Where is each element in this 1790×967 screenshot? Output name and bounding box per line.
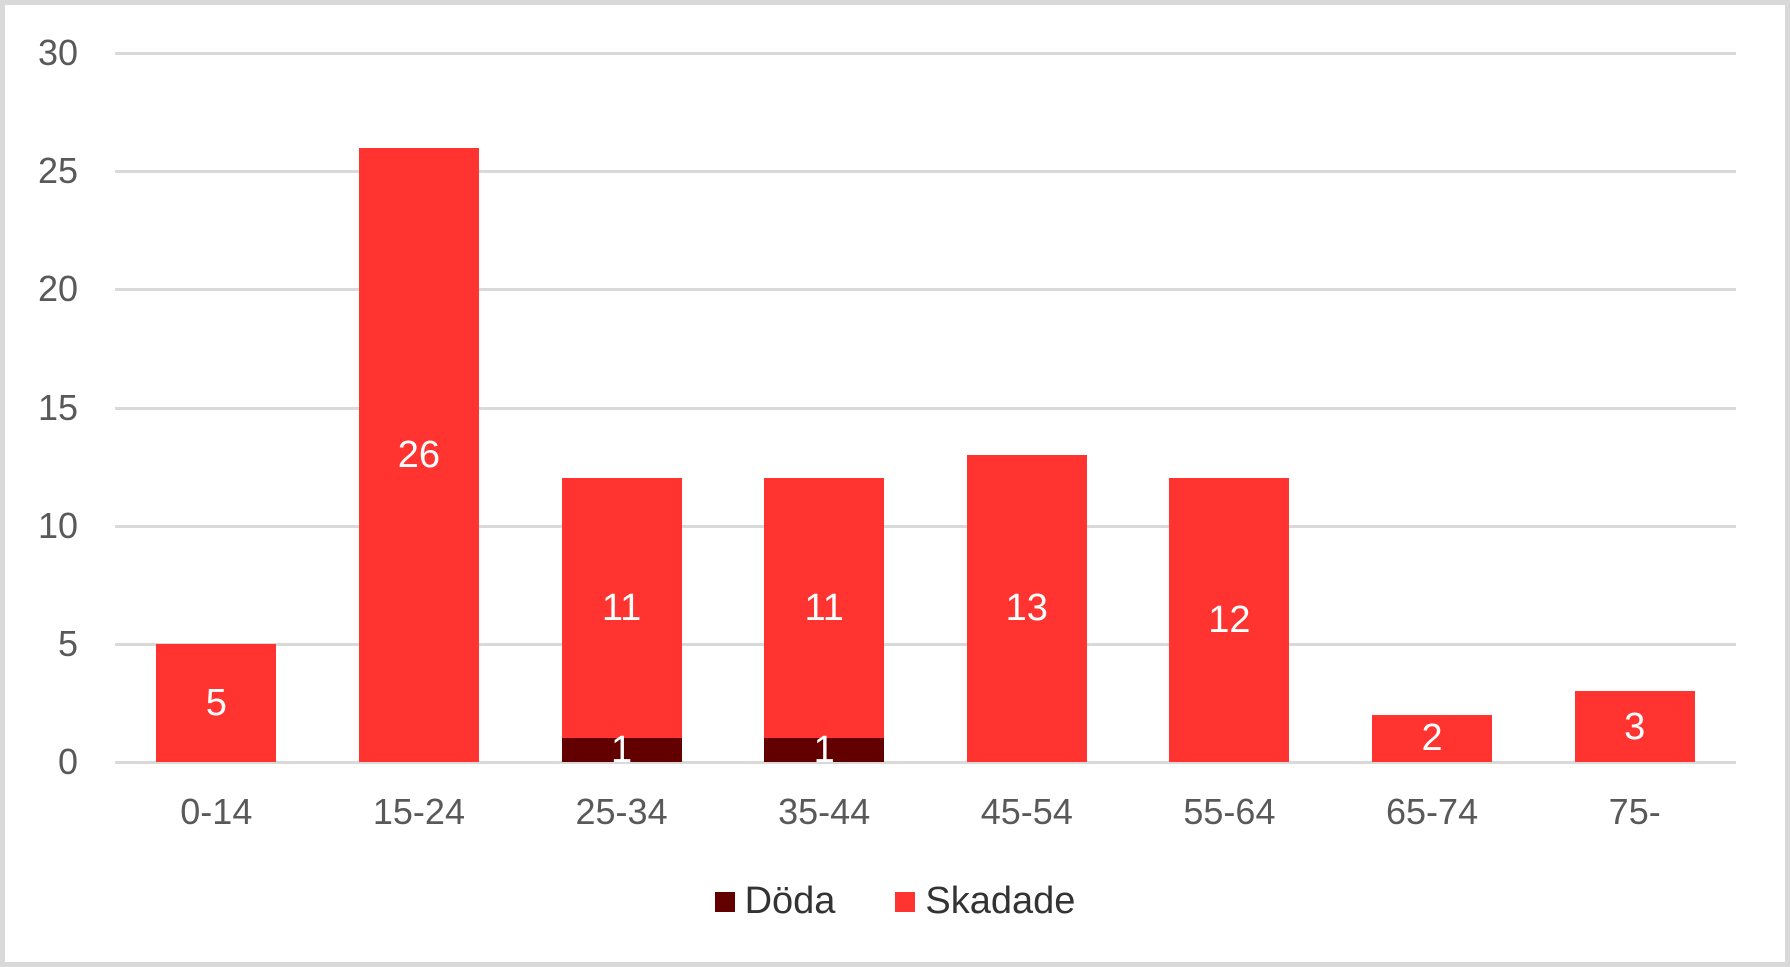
y-tick-label: 20 xyxy=(37,268,78,310)
gridline xyxy=(115,761,1736,764)
x-tick-label: 45-54 xyxy=(980,791,1073,832)
legend-label-doda: Döda xyxy=(744,880,836,922)
y-tick-label: 30 xyxy=(37,32,78,73)
y-tick-label: 0 xyxy=(57,741,78,782)
bar-skadade-45-54 xyxy=(966,454,1087,762)
data-label: 13 xyxy=(1005,587,1048,630)
legend-item-skadade: Skadade xyxy=(895,880,1075,923)
x-tick-label: 75- xyxy=(1608,791,1661,832)
gridline xyxy=(115,52,1736,55)
bar-skadade-25-34 xyxy=(561,478,682,739)
x-tick-label: 25-34 xyxy=(575,791,668,832)
data-label: 1 xyxy=(813,729,835,772)
data-label: 11 xyxy=(601,587,642,630)
x-tick-label: 0-14 xyxy=(180,791,253,832)
bar-dda-25-34 xyxy=(561,738,682,762)
gridline xyxy=(115,170,1736,174)
legend-label-skadade: Skadade xyxy=(925,880,1076,922)
data-label: 12 xyxy=(1208,599,1251,642)
y-tick-label: 25 xyxy=(37,150,78,192)
y-tick-label: 5 xyxy=(57,622,78,664)
gridline xyxy=(115,406,1736,410)
bar-skadade-35-44 xyxy=(764,478,885,739)
bar-skadade-75- xyxy=(1574,691,1695,762)
legend-item-doda: Döda xyxy=(714,880,836,923)
legend: Döda Skadade xyxy=(0,880,1790,923)
bar-skadade-15-24 xyxy=(358,147,479,762)
bar-skadade-55-64 xyxy=(1169,478,1290,762)
bar-skadade-0-14 xyxy=(156,643,277,762)
y-tick-label: 10 xyxy=(37,504,78,546)
gridline xyxy=(115,288,1736,292)
bar-skadade-65-74 xyxy=(1372,714,1493,762)
gridline xyxy=(115,642,1736,646)
legend-swatch-doda xyxy=(714,891,735,912)
x-tick-label: 35-44 xyxy=(778,791,871,832)
y-tick-label: 15 xyxy=(37,386,78,428)
bar-dda-35-44 xyxy=(764,738,885,762)
x-tick-label: 15-24 xyxy=(372,791,465,832)
data-label: 11 xyxy=(804,587,844,630)
data-label: 26 xyxy=(397,433,441,476)
x-tick-label: 55-64 xyxy=(1183,791,1276,832)
data-label: 3 xyxy=(1624,705,1646,748)
legend-swatch-skadade xyxy=(895,891,916,912)
data-label: 1 xyxy=(610,729,633,772)
gridline xyxy=(115,524,1736,528)
x-tick-label: 65-74 xyxy=(1386,791,1479,832)
data-label: 2 xyxy=(1421,717,1443,760)
data-label: 5 xyxy=(205,681,227,724)
